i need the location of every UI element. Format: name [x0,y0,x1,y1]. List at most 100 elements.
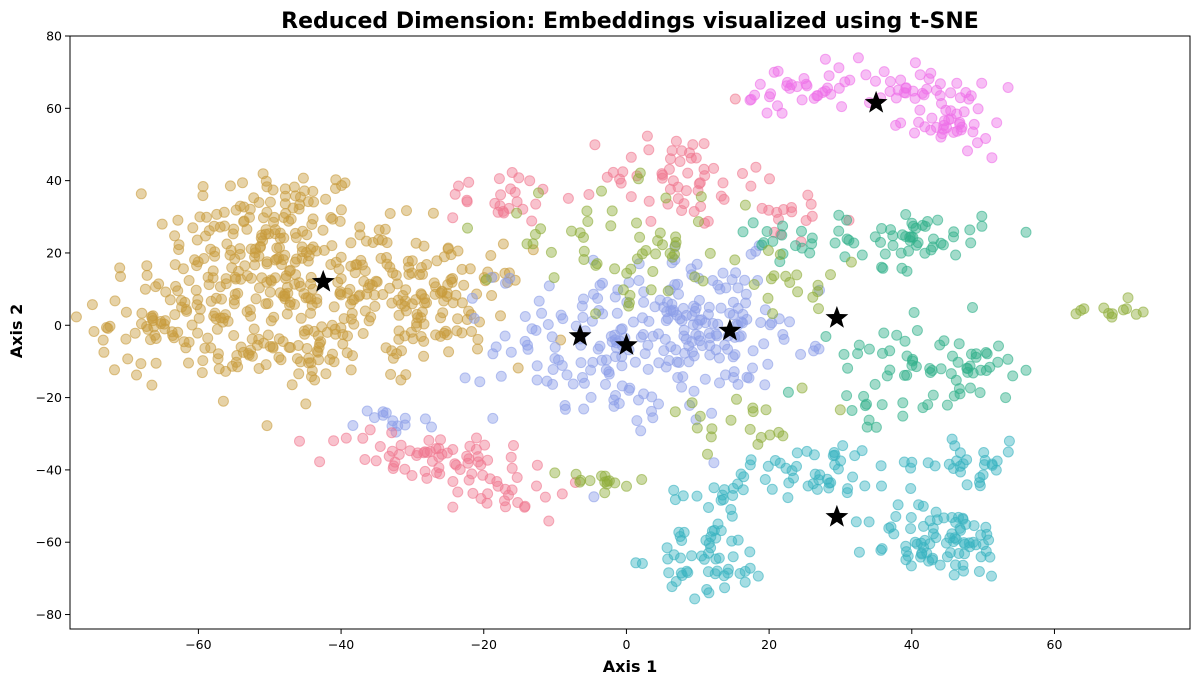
scatter-point [919,220,931,232]
scatter-point [458,279,470,291]
scatter-point [426,421,437,433]
scatter-point [486,290,498,301]
scatter-point [605,220,617,232]
scatter-point [710,344,722,356]
scatter-point [328,435,340,447]
scatter-point [224,180,236,192]
scatter-point [663,163,675,175]
scatter-point [704,340,716,351]
scatter-point [637,312,648,324]
scatter-point [527,238,539,250]
scatter-point [907,353,919,365]
scatter-point [662,553,674,565]
scatter-point [508,440,519,451]
scatter-point [949,440,961,452]
scatter-point [305,278,317,290]
scatter-point [588,491,600,503]
scatter-point [832,463,844,475]
scatter-point [449,458,461,470]
scatter-point [706,525,718,537]
scatter-point [433,451,445,463]
scatter-point [633,275,645,286]
scatter-point [207,265,219,277]
scatter-point [771,206,783,218]
scatter-point [1098,302,1110,314]
scatter-point [652,235,664,247]
scatter-point [699,373,711,385]
scatter-point [715,525,727,537]
y-axis-ticks: −80 −60 −40 −20 0 20 40 60 80 [36,29,70,622]
scatter-point [148,321,160,333]
scatter-point [964,224,976,236]
scatter-point [273,351,285,363]
scatter-point [447,444,459,455]
scatter-point [806,238,818,250]
scatter-point [938,335,950,347]
scatter-point [369,412,380,424]
scatter-point [197,190,209,202]
scatter-point [901,350,913,362]
scatter-point [511,472,523,483]
scatter-point [423,434,435,446]
scatter-point [122,353,134,365]
scatter-point [841,214,853,226]
scatter-point [943,458,955,470]
scatter-point [498,207,510,219]
scatter-point [325,259,337,270]
scatter-point [735,330,747,342]
scatter-point [438,251,450,263]
scatter-point [183,357,194,369]
scatter-point [761,226,773,237]
scatter-point [170,280,182,292]
scatter-point [747,217,759,229]
scatter-point [965,237,977,249]
scatter-point [307,213,319,225]
scatter-point [841,390,853,402]
scatter-point [884,86,896,97]
scatter-point [1122,292,1134,304]
scatter-point [737,168,748,179]
scatter-point [373,224,385,236]
scatter-point [1002,446,1014,458]
scatter-point [944,547,956,559]
scatter-point [256,272,268,284]
scatter-point [660,192,672,204]
scatter-point [691,422,703,434]
scatter-point [594,279,606,291]
scatter-point [500,277,511,289]
scatter-point [599,487,611,499]
scatter-point [974,387,986,399]
scatter-point [606,205,618,217]
scatter-point [329,323,341,335]
scatter-point [883,522,895,534]
scatter-point [662,198,674,210]
scatter-point [951,108,963,120]
scatter-point [747,345,759,357]
scatter-point [150,357,162,369]
scatter-point [624,289,636,301]
scatter-point [576,300,588,312]
scatter-point [393,325,405,337]
scatter-point [386,297,398,309]
scatter-point [631,217,642,229]
scatter-point [680,185,692,197]
scatter-point [911,325,923,336]
scatter-point [755,317,767,328]
scatter-point [718,484,730,496]
y-tick-label: −40 [36,462,62,477]
scatter-point [926,365,938,376]
scatter-point [524,175,536,187]
scatter-point [878,66,890,78]
scatter-point [611,307,623,319]
centroid-markers [311,90,888,527]
scatter-point [238,201,250,213]
scatter-point [624,382,636,394]
scatter-point [219,220,230,232]
scatter-point [670,135,682,147]
scatter-point [807,478,819,490]
scatter-point [490,341,502,353]
scatter-point [279,190,291,202]
scatter-point [234,200,246,212]
scatter-point [495,189,507,201]
scatter-point [481,497,493,509]
